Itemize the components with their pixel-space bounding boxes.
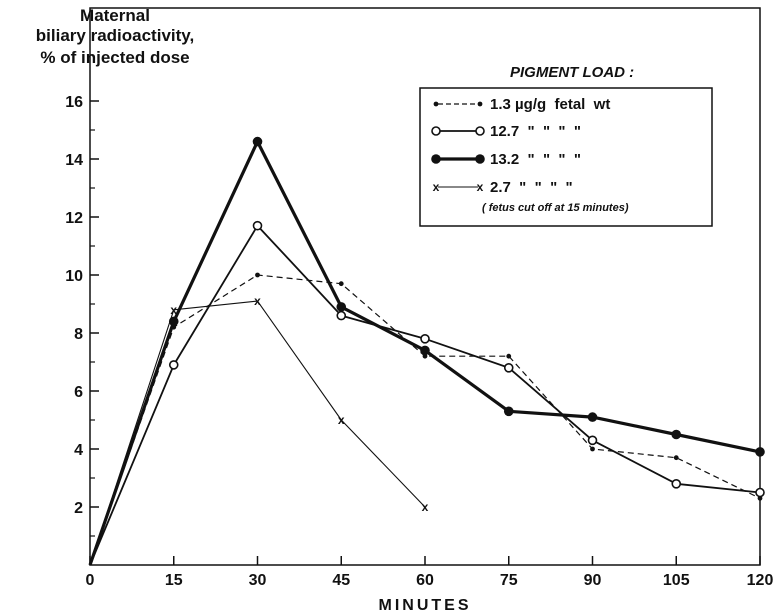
x-axis-title: MINUTES (379, 597, 472, 614)
legend-marker (475, 126, 485, 136)
legend-marker (475, 154, 485, 164)
x-tick-label: 15 (165, 572, 183, 589)
data-point (587, 435, 598, 446)
legend-entry-label: 2.7 " " " " (490, 179, 573, 196)
legend-marker (477, 101, 483, 107)
legend-marker: x (433, 180, 440, 194)
y-axis-title-line-3: % of injected dose (40, 48, 190, 67)
data-point (420, 345, 430, 356)
data-point (503, 406, 514, 417)
data-point: x (254, 294, 261, 308)
x-tick-label: 90 (584, 572, 602, 589)
data-point (673, 455, 679, 461)
legend-marker (431, 154, 441, 164)
series-layer: x x x x (88, 136, 765, 566)
data-point (503, 362, 514, 373)
x-tick-label: 60 (416, 572, 434, 589)
legend-entry-label: 12.7 " " " " (490, 123, 581, 140)
data-point (671, 478, 682, 489)
series-1 (89, 272, 763, 566)
y-tick-label: 10 (65, 268, 83, 285)
y-tick-label: 4 (74, 442, 83, 459)
legend-marker (431, 126, 441, 136)
data-point (506, 353, 512, 359)
series-3 (88, 136, 765, 566)
data-point (587, 412, 598, 422)
legend-title: PIGMENT LOAD : (510, 64, 634, 81)
y-tick-label: 6 (74, 384, 83, 401)
legend-marker (433, 101, 439, 107)
data-point (755, 487, 765, 498)
data-point (590, 446, 595, 452)
data-point (252, 220, 263, 231)
data-point (755, 447, 765, 457)
data-point: x (338, 413, 345, 427)
y-axis-title-line-1: Maternal (80, 6, 150, 25)
data-point: x (422, 500, 429, 514)
series-line (89, 274, 761, 566)
series-2 (89, 220, 765, 566)
y-tick-label: 14 (65, 152, 83, 169)
x-tick-label: 0 (86, 572, 95, 589)
x-tick-label: 120 (747, 572, 773, 589)
legend: 1.3 µg/g fetal wt 12.7 " " " " 13.2 " " " … (419, 87, 713, 227)
y-tick-label: 2 (74, 500, 83, 517)
legend-entry-label: 1.3 µg/g fetal wt (490, 96, 610, 113)
data-point (252, 136, 263, 147)
y-tick-label: 16 (65, 94, 83, 111)
series-4: x x x x (89, 294, 429, 566)
series-line (89, 224, 761, 566)
y-tick-label: 12 (65, 210, 83, 227)
x-tick-label: 45 (332, 572, 350, 589)
data-point (671, 429, 682, 440)
x-tick-label: 105 (663, 572, 690, 589)
legend-entry-label: 13.2 " " " " (490, 151, 581, 168)
y-tick-label: 8 (74, 326, 83, 343)
data-point (168, 360, 179, 370)
legend-marker: x (477, 180, 484, 194)
y-axis-title-line-2: biliary radioactivity, (35, 26, 195, 45)
legend-box (419, 87, 713, 227)
x-tick-label: 75 (500, 572, 518, 589)
data-point (336, 302, 347, 312)
data-point: x (170, 303, 177, 317)
series-line (89, 300, 426, 566)
data-point (338, 281, 344, 287)
data-point (255, 272, 260, 278)
x-axis: 0 15 30 45 60 75 90 105 120 (86, 556, 773, 589)
y-axis: 2 4 6 8 10 12 14 16 (65, 94, 99, 537)
data-point (420, 333, 430, 344)
x-tick-label: 30 (249, 572, 267, 589)
legend-note: ( fetus cut off at 15 minutes) (482, 202, 629, 214)
data-point (336, 310, 347, 321)
